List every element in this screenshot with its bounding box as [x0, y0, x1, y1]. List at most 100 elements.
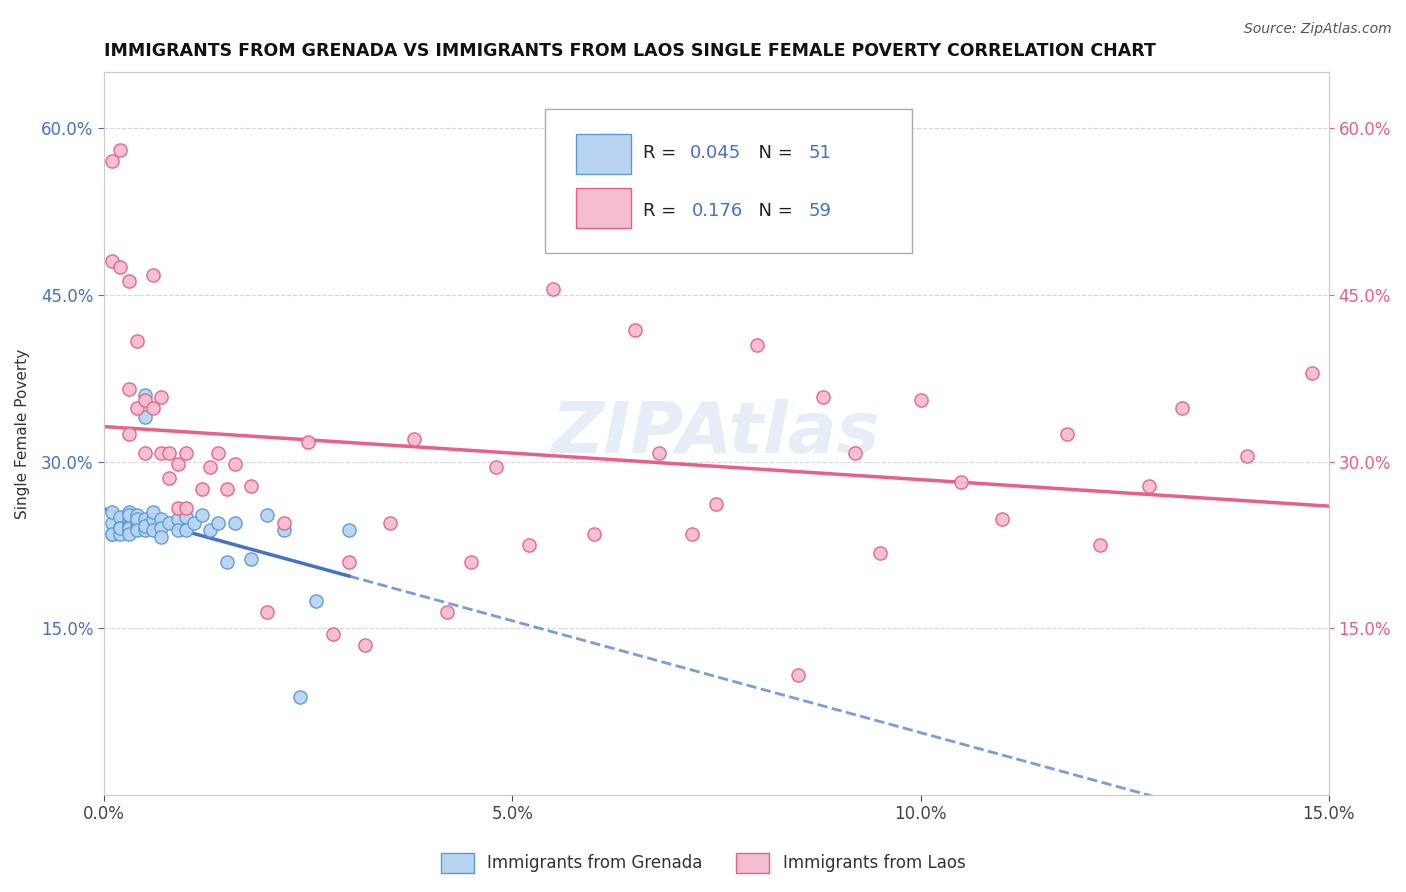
- Point: [117, 505, 139, 519]
- Point: [541, 282, 564, 296]
- Point: [142, 401, 165, 416]
- Point: [322, 627, 344, 641]
- Point: [174, 510, 197, 524]
- Point: [869, 546, 891, 560]
- Point: [125, 401, 148, 416]
- Point: [117, 508, 139, 522]
- Point: [436, 605, 458, 619]
- Text: R =: R =: [643, 145, 682, 162]
- Point: [125, 508, 148, 522]
- FancyBboxPatch shape: [575, 134, 631, 174]
- Point: [150, 445, 173, 459]
- Point: [681, 526, 703, 541]
- Point: [117, 521, 139, 535]
- Legend: Immigrants from Grenada, Immigrants from Laos: Immigrants from Grenada, Immigrants from…: [434, 847, 972, 880]
- Point: [150, 521, 173, 535]
- Point: [215, 555, 238, 569]
- Point: [207, 516, 229, 530]
- Point: [273, 516, 295, 530]
- Point: [110, 510, 132, 524]
- Point: [110, 521, 132, 535]
- Point: [256, 508, 278, 522]
- Point: [378, 516, 401, 530]
- Y-axis label: Single Female Poverty: Single Female Poverty: [15, 349, 30, 519]
- Point: [110, 260, 132, 274]
- Point: [117, 526, 139, 541]
- Point: [125, 334, 148, 349]
- Point: [117, 426, 139, 441]
- Point: [134, 445, 156, 459]
- Point: [110, 143, 132, 157]
- Point: [215, 483, 238, 497]
- Point: [157, 516, 180, 530]
- FancyBboxPatch shape: [546, 109, 912, 253]
- Point: [117, 516, 139, 530]
- Point: [404, 432, 426, 446]
- Point: [134, 519, 156, 533]
- Point: [101, 154, 124, 169]
- Point: [844, 445, 866, 459]
- Point: [117, 519, 139, 533]
- Point: [125, 521, 148, 535]
- Point: [150, 530, 173, 544]
- Point: [166, 524, 188, 538]
- Point: [166, 501, 188, 516]
- Point: [134, 410, 156, 425]
- Point: [623, 323, 645, 337]
- Point: [134, 524, 156, 538]
- Point: [485, 460, 508, 475]
- Point: [174, 524, 197, 538]
- Point: [910, 393, 932, 408]
- Point: [354, 638, 377, 652]
- Point: [787, 668, 810, 682]
- Point: [1301, 366, 1323, 380]
- Point: [240, 552, 263, 566]
- Point: [224, 516, 246, 530]
- Point: [117, 524, 139, 538]
- Point: [142, 268, 165, 282]
- Point: [337, 524, 360, 538]
- Point: [125, 524, 148, 538]
- Point: [157, 445, 180, 459]
- Point: [134, 388, 156, 402]
- Point: [110, 521, 132, 535]
- Text: IMMIGRANTS FROM GRENADA VS IMMIGRANTS FROM LAOS SINGLE FEMALE POVERTY CORRELATIO: IMMIGRANTS FROM GRENADA VS IMMIGRANTS FR…: [104, 42, 1156, 60]
- Text: 0.045: 0.045: [689, 145, 741, 162]
- Point: [157, 471, 180, 485]
- Text: 59: 59: [808, 202, 831, 220]
- Point: [950, 475, 973, 489]
- Point: [101, 526, 124, 541]
- Point: [125, 512, 148, 526]
- Point: [117, 382, 139, 396]
- Point: [1056, 426, 1078, 441]
- Point: [142, 505, 165, 519]
- Point: [256, 605, 278, 619]
- Point: [117, 524, 139, 538]
- Point: [1137, 479, 1160, 493]
- Point: [134, 393, 156, 408]
- Point: [811, 390, 834, 404]
- Point: [174, 445, 197, 459]
- Point: [1171, 401, 1194, 416]
- Point: [198, 524, 221, 538]
- Point: [166, 512, 188, 526]
- Point: [125, 516, 148, 530]
- Point: [297, 434, 319, 449]
- Point: [166, 457, 188, 471]
- Text: N =: N =: [747, 202, 799, 220]
- Text: R =: R =: [643, 202, 688, 220]
- Point: [517, 538, 540, 552]
- Text: 0.176: 0.176: [692, 202, 744, 220]
- Text: 51: 51: [808, 145, 831, 162]
- Point: [101, 516, 124, 530]
- Point: [101, 505, 124, 519]
- Text: Source: ZipAtlas.com: Source: ZipAtlas.com: [1244, 22, 1392, 37]
- Point: [142, 524, 165, 538]
- Point: [288, 690, 311, 705]
- Point: [648, 445, 671, 459]
- Point: [273, 524, 295, 538]
- Point: [183, 516, 205, 530]
- Text: N =: N =: [747, 145, 799, 162]
- Point: [460, 555, 482, 569]
- Point: [1088, 538, 1111, 552]
